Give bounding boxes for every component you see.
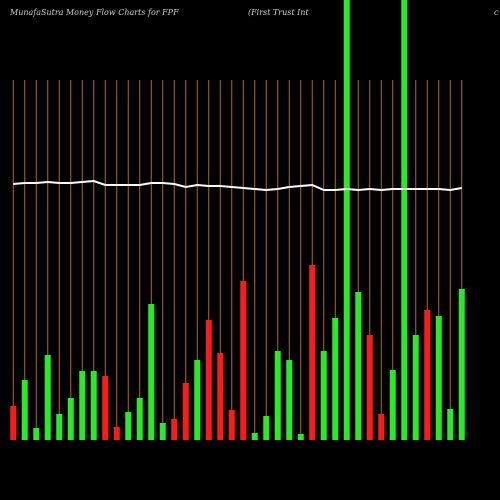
bar: [67, 398, 74, 440]
bar: [102, 376, 109, 440]
bar: [424, 310, 431, 440]
bar: [44, 355, 51, 440]
bar: [378, 414, 385, 440]
bar: [148, 304, 155, 440]
bar: [159, 423, 166, 440]
bar: [320, 351, 327, 440]
bar: [194, 360, 201, 440]
bar: [228, 410, 235, 440]
bar: [355, 292, 362, 440]
bar: [251, 433, 258, 440]
bar: [113, 427, 120, 440]
bar: [389, 370, 396, 440]
bar: [366, 335, 373, 440]
bar: [21, 380, 28, 440]
bar: [412, 335, 419, 440]
bar: [56, 414, 63, 440]
bar: [297, 434, 304, 440]
line: [13, 179, 462, 192]
bar: [343, 0, 350, 440]
bar: [171, 419, 178, 440]
bar: [182, 383, 189, 440]
bar: [309, 265, 316, 440]
bar: [332, 318, 339, 440]
bar: [125, 412, 132, 440]
bar: [205, 320, 212, 440]
bar: [33, 428, 40, 440]
bar: [136, 398, 143, 440]
bar: [263, 416, 270, 440]
bar: [217, 353, 224, 440]
chart-subtitle-cut: c: [494, 8, 499, 17]
chart-title: MunafaSutra Money Flow Charts for FPF: [9, 8, 179, 17]
bar: [401, 0, 408, 440]
chart-subtitle: (First Trust Int: [248, 8, 309, 17]
bar: [458, 289, 465, 440]
bar: [435, 316, 442, 440]
bar: [90, 371, 97, 440]
bar: [274, 351, 281, 440]
bar: [10, 406, 17, 440]
bar: [240, 281, 247, 440]
bar: [447, 409, 454, 440]
bar: [79, 371, 86, 440]
bar: [286, 360, 293, 440]
